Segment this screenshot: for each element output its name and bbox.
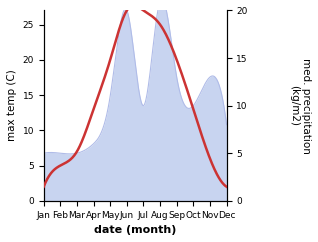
X-axis label: date (month): date (month) [94, 225, 176, 235]
Y-axis label: med. precipitation
(kg/m2): med. precipitation (kg/m2) [289, 58, 311, 153]
Y-axis label: max temp (C): max temp (C) [7, 70, 17, 142]
